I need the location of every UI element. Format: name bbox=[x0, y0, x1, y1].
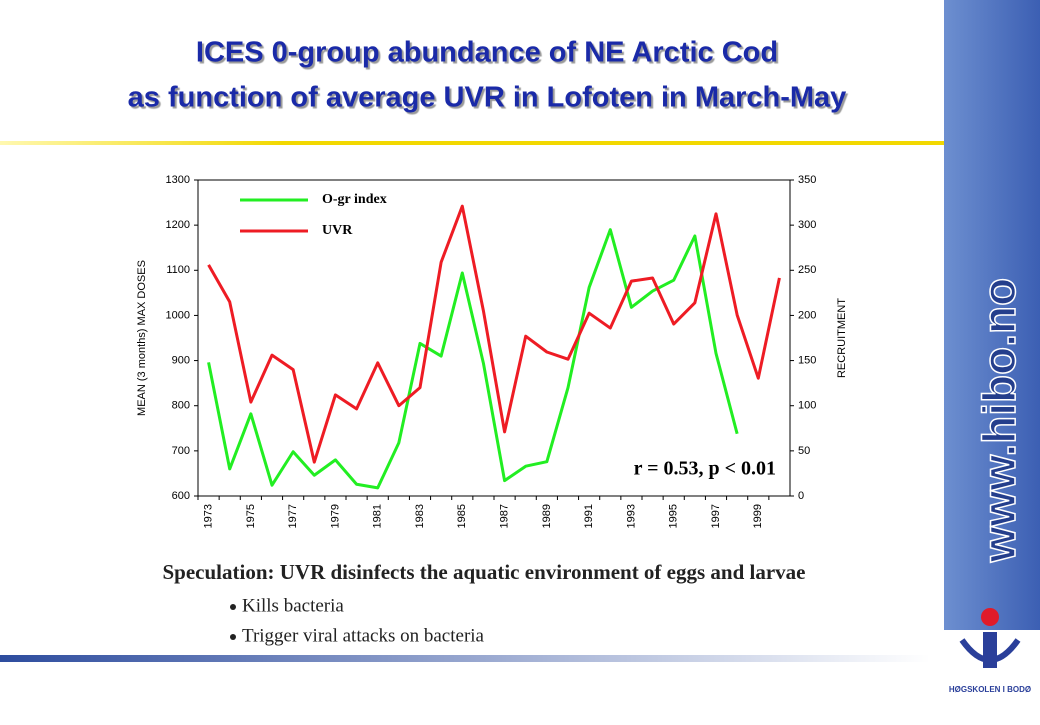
legend-label: UVR bbox=[322, 223, 353, 238]
bullet bbox=[230, 604, 236, 610]
y2-tick-label: 0 bbox=[798, 490, 804, 502]
title-rule bbox=[0, 141, 944, 145]
y2-tick-label: 300 bbox=[798, 219, 816, 231]
y2-tick-label: 350 bbox=[798, 174, 816, 186]
annotation: r = 0.53, p < 0.01 bbox=[634, 458, 776, 480]
title-line: as function of average UVR in Lofoten in… bbox=[128, 82, 847, 114]
y-tick-label: 1300 bbox=[166, 174, 190, 186]
x-tick-label: 1979 bbox=[329, 504, 341, 528]
series-line bbox=[207, 204, 781, 464]
series-line bbox=[207, 228, 739, 490]
x-tick-label: 1993 bbox=[625, 504, 637, 528]
x-tick-label: 1997 bbox=[710, 504, 722, 528]
chart: 600 700 800 900 1000 1100 1200 1300 0 50 100 150 200… bbox=[136, 174, 848, 529]
y2-tick-label: 200 bbox=[798, 309, 816, 321]
bullet bbox=[230, 634, 236, 640]
x-tick-label: 1981 bbox=[372, 504, 384, 528]
title-line: ICES 0-group abundance of NE Arctic Cod bbox=[196, 37, 778, 69]
y2-tick-label: 100 bbox=[798, 400, 816, 412]
legend-label: O-gr index bbox=[322, 192, 387, 207]
y-tick-label: 1000 bbox=[166, 309, 190, 321]
y2-tick-label: 250 bbox=[798, 264, 816, 276]
logo: HØGSKOLEN I BODØ bbox=[949, 608, 1031, 694]
x-tick-label: 1989 bbox=[541, 504, 553, 528]
y2-tick-label: 150 bbox=[798, 354, 816, 366]
y-tick-label: 1100 bbox=[166, 264, 190, 276]
sidebar bbox=[944, 0, 1040, 720]
logo-text: HØGSKOLEN I BODØ bbox=[949, 685, 1031, 694]
plot-area bbox=[197, 179, 791, 497]
y-tick-label: 1200 bbox=[166, 219, 190, 231]
bullet-text: Kills bacteria bbox=[242, 595, 344, 616]
site-url: www.hibo.no bbox=[973, 278, 1025, 563]
x-tick-label: 1983 bbox=[414, 504, 426, 528]
y2-axis-label: RECRUITMENT bbox=[836, 298, 848, 378]
y-tick-label: 900 bbox=[172, 354, 190, 366]
logo-arc bbox=[959, 638, 1021, 663]
bottom-bar bbox=[0, 655, 930, 662]
y-tick-label: 800 bbox=[172, 400, 190, 412]
y-tick-label: 700 bbox=[172, 445, 190, 457]
x-tick-label: 1977 bbox=[287, 504, 299, 528]
x-tick-label: 1987 bbox=[498, 504, 510, 528]
speculation: Speculation: UVR disinfects the aquatic … bbox=[162, 560, 805, 584]
x-tick-label: 1999 bbox=[752, 504, 764, 528]
x-tick-label: 1973 bbox=[202, 504, 214, 528]
x-tick-label: 1985 bbox=[456, 504, 468, 528]
y-axis-label: MEAN (3 months) MAX DOSES bbox=[136, 260, 148, 416]
y2-tick-label: 50 bbox=[798, 445, 810, 457]
bullet-text: Trigger viral attacks on bacteria bbox=[242, 625, 485, 646]
logo-dot bbox=[981, 608, 999, 626]
x-tick-label: 1975 bbox=[245, 504, 257, 528]
x-tick-label: 1991 bbox=[583, 504, 595, 528]
x-tick-label: 1995 bbox=[668, 504, 680, 528]
y-tick-label: 600 bbox=[172, 490, 190, 502]
